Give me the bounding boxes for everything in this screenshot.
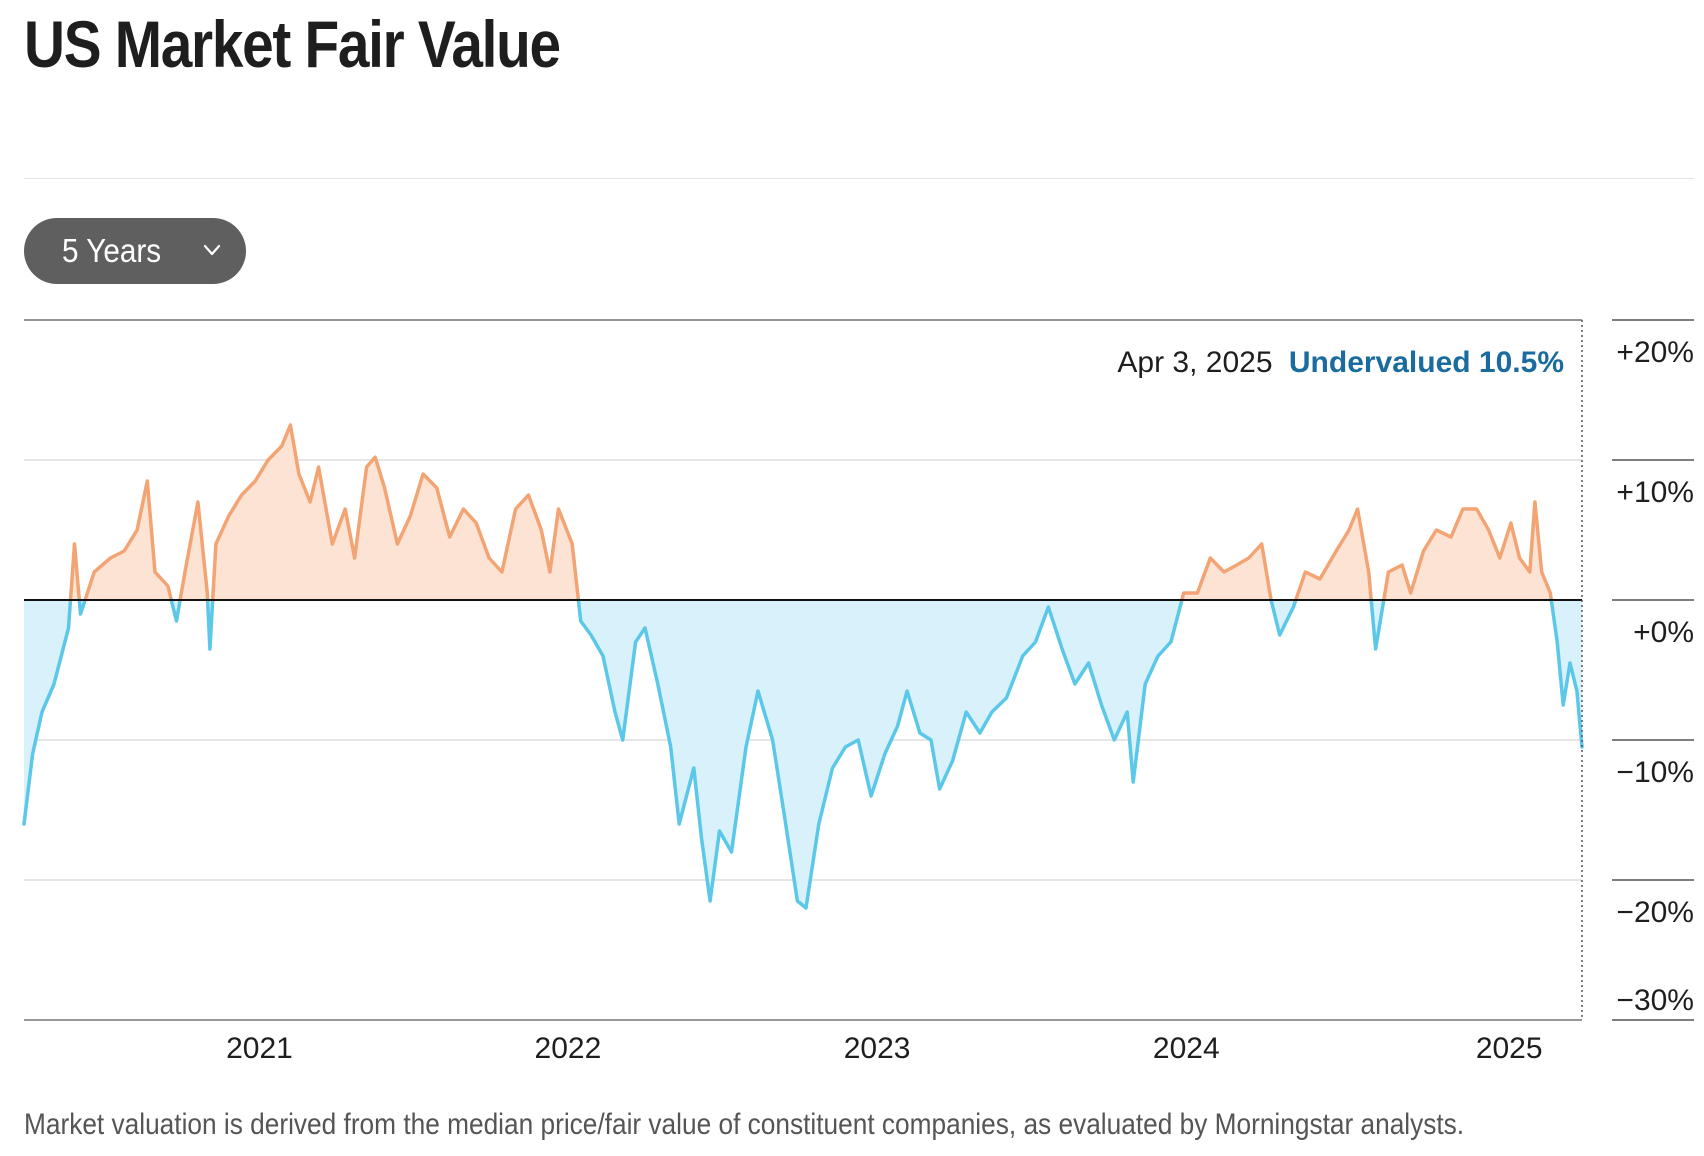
annotation-status: Undervalued 10.5%: [1289, 346, 1564, 379]
undervalued-area: [1271, 600, 1296, 635]
x-tick-label: 2023: [844, 1032, 911, 1065]
y-tick-label: +0%: [1633, 616, 1694, 649]
overvalued-line: [1180, 542, 1273, 602]
undervalued-line: [576, 598, 1184, 910]
y-tick-label: +20%: [1616, 336, 1694, 369]
overvalued-line: [210, 423, 581, 602]
y-axis-ticks: +20% +10% +0% −10% −20% −30%: [1612, 319, 1694, 1021]
undervalued-line: [22, 598, 73, 826]
undervalued-line: [205, 598, 215, 651]
overvalued-area: [85, 481, 172, 600]
x-tick-label: 2021: [226, 1032, 293, 1065]
header-divider: [24, 178, 1694, 179]
overvalued-area: [1383, 502, 1552, 600]
overvalued-area: [180, 502, 208, 600]
undervalued-area: [24, 600, 71, 824]
x-tick-label: 2022: [535, 1032, 602, 1065]
footnote: Market valuation is derived from the med…: [24, 1108, 1465, 1141]
overvalued-line: [178, 500, 210, 602]
series-lines: [22, 423, 1584, 910]
overvalued-area: [212, 425, 579, 600]
undervalued-line: [1369, 598, 1386, 651]
overvalued-line: [83, 479, 174, 602]
annotation-date: Apr 3, 2025: [1117, 346, 1272, 379]
overvalued-line: [68, 542, 82, 602]
y-tick-label: +10%: [1616, 476, 1694, 509]
undervalued-line: [169, 598, 182, 623]
area-fills: [24, 425, 1582, 908]
undervalued-line: [1269, 598, 1298, 637]
overvalued-line: [1294, 507, 1373, 602]
x-axis-ticks: 2021 2022 2023 2024 2025: [226, 1032, 1542, 1065]
undervalued-line: [1549, 598, 1584, 749]
x-tick-label: 2025: [1476, 1032, 1543, 1065]
y-tick-label: −20%: [1616, 896, 1694, 929]
chart-frame: [24, 319, 1583, 1021]
page-title: US Market Fair Value: [24, 7, 561, 81]
chevron-down-icon: [203, 244, 221, 256]
time-range-label: 5 Years: [62, 232, 162, 269]
overvalued-line: [1382, 500, 1554, 602]
undervalued-line: [77, 598, 87, 616]
y-tick-label: −10%: [1616, 756, 1694, 789]
latest-value-annotation: Apr 3, 2025 Undervalued 10.5%: [1117, 346, 1564, 379]
time-range-dropdown[interactable]: 5 Years: [24, 218, 246, 284]
fair-value-chart: 2021 2022 2023 2024 2025 +20% +10% +0% −10% −20%…: [22, 319, 1694, 1065]
undervalued-area: [578, 600, 1182, 908]
x-tick-label: 2024: [1153, 1032, 1220, 1065]
y-tick-label: −30%: [1616, 984, 1694, 1017]
